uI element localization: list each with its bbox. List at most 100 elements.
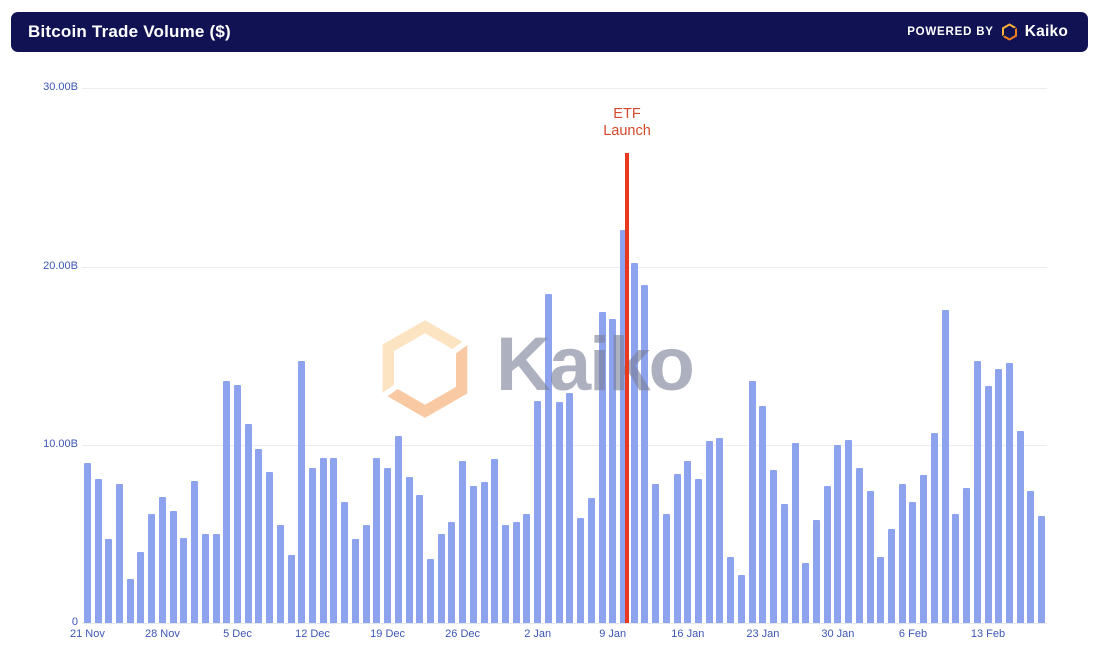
chart-title: Bitcoin Trade Volume ($) — [28, 22, 231, 41]
bar-11-jan — [630, 263, 638, 623]
bar-23-jan — [759, 405, 767, 623]
x-tick-16-jan: 16 Jan — [671, 628, 705, 640]
bar-5-dec — [233, 384, 241, 623]
bar-26-jan — [791, 443, 799, 623]
bar-24-dec — [437, 534, 445, 623]
bar-13-dec — [319, 457, 327, 623]
bar-series — [82, 60, 1047, 623]
bar-16-dec — [351, 539, 359, 623]
bar-7-feb — [920, 475, 928, 623]
y-tick-0: 0 — [71, 616, 78, 628]
x-tick-23-jan: 23 Jan — [746, 628, 780, 640]
brand-name: Kaiko — [1024, 23, 1068, 40]
bar-1-dec — [191, 480, 199, 623]
bar-25-jan — [780, 503, 788, 623]
bar-30-dec — [502, 525, 510, 623]
x-tick-30-jan: 30 Jan — [821, 628, 855, 640]
bar-18-jan — [705, 441, 713, 623]
bar-18-dec — [373, 457, 381, 623]
y-tick-10b: 10.00B — [43, 438, 78, 450]
bar-29-jan — [823, 485, 831, 623]
x-tick-26-dec: 26 Dec — [445, 628, 481, 640]
bar-14-feb — [995, 368, 1003, 623]
gridline-30b — [82, 88, 1047, 89]
x-tick-2-jan: 2 Jan — [524, 628, 552, 640]
etf-launch-label: ETF Launch — [603, 106, 651, 140]
bar-26-dec — [459, 461, 467, 623]
bar-21-dec — [405, 477, 413, 623]
x-axis-baseline — [82, 623, 1047, 624]
kaiko-logo-icon — [1000, 23, 1018, 41]
gridline-10b — [82, 445, 1047, 446]
bar-2-feb — [866, 491, 874, 623]
bar-8-dec — [266, 471, 274, 623]
bar-6-jan — [577, 518, 585, 623]
bar-27-jan — [802, 562, 810, 623]
bar-14-dec — [330, 457, 338, 623]
bar-24-nov — [116, 484, 124, 623]
bar-16-jan — [684, 461, 692, 623]
bar-16-feb — [1016, 430, 1024, 623]
bar-5-jan — [566, 393, 574, 623]
x-tick-5-dec: 5 Dec — [223, 628, 252, 640]
bar-25-nov — [126, 578, 134, 623]
bar-7-dec — [255, 448, 263, 623]
bar-11-dec — [298, 361, 306, 623]
bar-27-dec — [469, 485, 477, 623]
bar-31-jan — [845, 439, 853, 623]
bar-29-dec — [491, 459, 499, 623]
x-tick-9-jan: 9 Jan — [599, 628, 627, 640]
bar-19-jan — [716, 437, 724, 623]
powered-by-label: POWERED BY — [907, 26, 994, 38]
bar-15-jan — [673, 473, 681, 623]
bar-31-dec — [512, 521, 520, 623]
bar-24-jan — [770, 469, 778, 623]
bar-29-nov — [169, 510, 177, 623]
bar-17-jan — [695, 478, 703, 623]
bar-22-dec — [416, 494, 424, 623]
bar-4-feb — [888, 528, 896, 623]
bar-20-jan — [727, 557, 735, 623]
bar-7-jan — [587, 498, 595, 623]
bar-25-dec — [448, 521, 456, 623]
bar-28-dec — [480, 482, 488, 623]
x-tick-12-dec: 12 Dec — [295, 628, 330, 640]
bar-14-jan — [662, 514, 670, 623]
x-tick-28-nov: 28 Nov — [144, 628, 180, 640]
bar-6-dec — [244, 423, 252, 623]
bar-15-dec — [341, 502, 349, 623]
bar-9-feb — [941, 309, 949, 623]
bar-28-jan — [812, 519, 820, 623]
bar-13-feb — [984, 386, 992, 623]
bar-10-jan — [619, 229, 627, 623]
bar-30-nov — [180, 537, 188, 623]
y-tick-20b: 20.00B — [43, 260, 78, 272]
bar-22-nov — [94, 478, 102, 623]
bar-5-feb — [898, 484, 906, 623]
bar-26-nov — [137, 551, 145, 623]
bar-17-feb — [1027, 491, 1035, 623]
bar-6-feb — [909, 502, 917, 623]
bar-15-feb — [1005, 363, 1013, 623]
bar-10-dec — [287, 555, 295, 623]
bar-8-feb — [930, 432, 938, 623]
bar-8-jan — [598, 311, 606, 623]
bar-4-dec — [223, 380, 231, 623]
bar-12-dec — [309, 468, 317, 623]
etf-launch-line — [625, 153, 629, 623]
bar-21-nov — [83, 462, 91, 623]
bar-28-nov — [158, 496, 166, 623]
bar-20-dec — [394, 436, 402, 623]
bar-23-nov — [105, 539, 113, 623]
bar-21-jan — [737, 574, 745, 623]
bar-9-dec — [276, 525, 284, 623]
bar-3-dec — [212, 534, 220, 623]
y-tick-30b: 30.00B — [43, 81, 78, 93]
bar-4-jan — [555, 402, 563, 623]
bar-17-dec — [362, 525, 370, 623]
x-tick-6-feb: 6 Feb — [898, 628, 928, 640]
bar-19-dec — [384, 468, 392, 623]
gridline-20b — [82, 267, 1047, 268]
bar-13-jan — [652, 484, 660, 623]
